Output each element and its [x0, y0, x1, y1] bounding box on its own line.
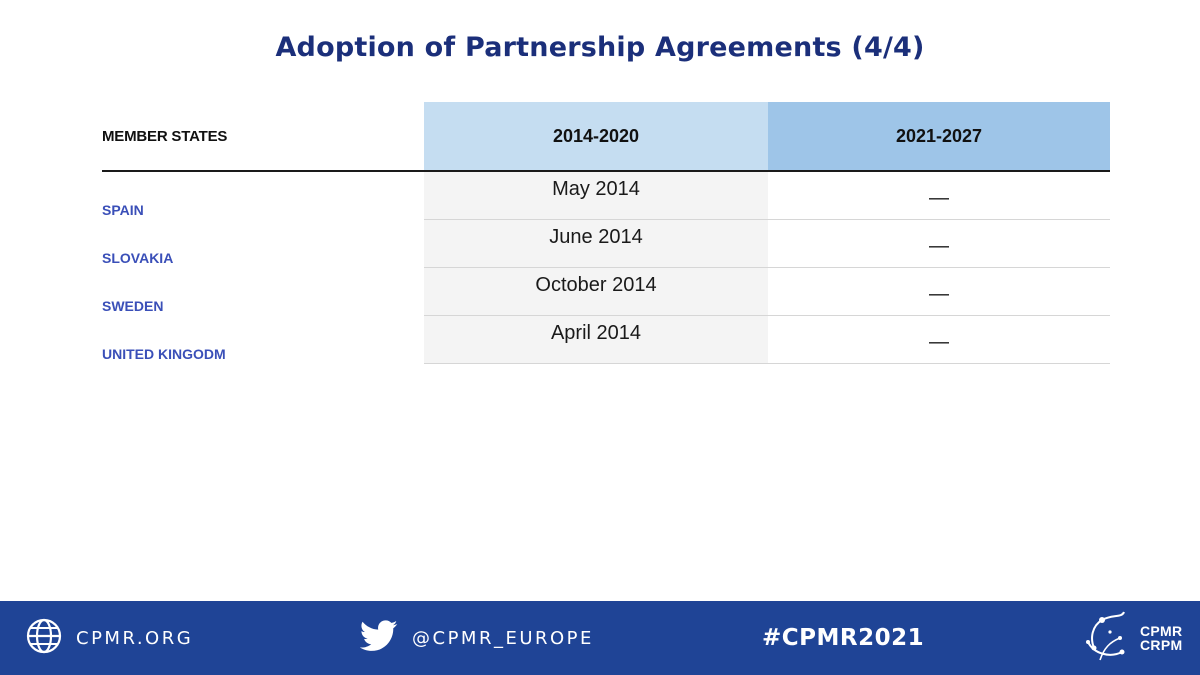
member-state-cell: SLOVAKIA: [102, 250, 174, 266]
header-divider: [102, 170, 1110, 172]
website-link[interactable]: CPMR.ORG: [26, 601, 193, 675]
period-2-cell: —: [768, 172, 1110, 220]
member-state-cell: SPAIN: [102, 202, 144, 218]
header-period-2014-2020: 2014-2020: [424, 102, 768, 170]
footer-bar: CPMR.ORG @CPMR_EUROPE #CPMR2021: [0, 601, 1200, 675]
website-text: CPMR.ORG: [76, 627, 194, 649]
table-row: SWEDEN October 2014 —: [102, 268, 1110, 316]
period-1-cell: June 2014: [424, 220, 768, 268]
member-state-cell: SWEDEN: [102, 298, 164, 314]
logo-line-1: CPMR: [1140, 623, 1183, 639]
slide-title: Adoption of Partnership Agreements (4/4): [275, 32, 925, 63]
twitter-handle: @CPMR_EUROPE: [412, 627, 594, 649]
period-2-cell: —: [768, 268, 1110, 316]
period-1-cell: April 2014: [424, 316, 768, 364]
twitter-bird-icon: [359, 620, 398, 656]
logo-line-2: CRPM: [1140, 637, 1183, 653]
globe-icon: [26, 618, 62, 658]
period-2-cell: —: [768, 316, 1110, 364]
partnership-table: MEMBER STATES 2014-2020 2021-2027 SPAIN …: [102, 102, 1110, 364]
header-period-2021-2027: 2021-2027: [768, 102, 1110, 170]
table-row: SLOVAKIA June 2014 —: [102, 220, 1110, 268]
hashtag-text: #CPMR2021: [762, 625, 925, 651]
hashtag: #CPMR2021: [762, 601, 924, 675]
table-row: UNITED KINGODM April 2014 —: [102, 316, 1110, 364]
period-1-cell: October 2014: [424, 268, 768, 316]
period-2-cell: —: [768, 220, 1110, 268]
member-state-cell: UNITED KINGODM: [102, 346, 226, 362]
header-member-states: MEMBER STATES: [102, 127, 228, 145]
cpmr-logo-icon: [1080, 608, 1132, 668]
table-header-row: MEMBER STATES 2014-2020 2021-2027: [102, 102, 1110, 170]
cpmr-logo: CPMR CRPM: [1080, 601, 1182, 675]
logo-wordmark: CPMR CRPM: [1140, 624, 1182, 652]
table-row: SPAIN May 2014 —: [102, 172, 1110, 220]
table-body: SPAIN May 2014 — SLOVAKIA June 2014 — SW…: [102, 172, 1110, 364]
period-1-cell: May 2014: [424, 172, 768, 220]
twitter-link[interactable]: @CPMR_EUROPE: [359, 601, 594, 675]
